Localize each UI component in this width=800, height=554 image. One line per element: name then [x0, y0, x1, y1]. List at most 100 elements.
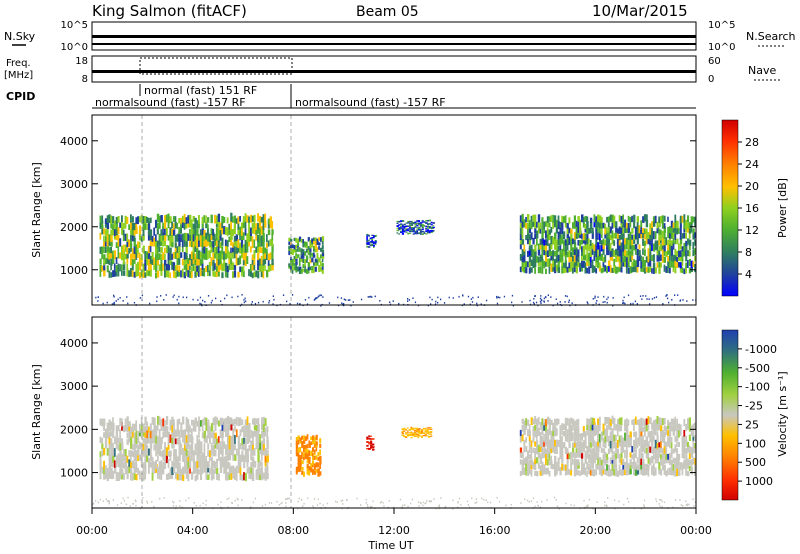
echo-cell-4	[528, 424, 531, 432]
echo-cell-4	[658, 245, 661, 251]
echo-cell-0	[99, 473, 102, 480]
echo-cell-4	[602, 437, 605, 443]
echo-cell-4	[557, 237, 561, 246]
echo-cell-0	[115, 459, 118, 468]
echo-cell-0	[110, 215, 113, 224]
echo-cell-4	[545, 248, 547, 256]
echo-cell-0	[106, 238, 110, 247]
echo-cell-0	[171, 466, 174, 475]
echo-cell-4	[566, 435, 569, 443]
ground-scatter-cell	[564, 295, 567, 297]
echo-cell-0	[133, 443, 136, 450]
echo-cell-0	[131, 423, 134, 433]
ground-scatter-cell	[460, 503, 462, 506]
ground-scatter-cell	[322, 296, 324, 298]
echo-cell-0	[228, 467, 231, 475]
ground-scatter-cell	[286, 497, 288, 500]
echo-cell-0	[119, 252, 121, 259]
echo-cell-0	[255, 442, 258, 450]
echo-cell-3	[425, 220, 428, 222]
echo-cell-0	[185, 256, 188, 264]
echo-cell-4	[550, 226, 553, 233]
echo-cell-4	[624, 261, 627, 267]
echo-cell-1	[303, 435, 306, 441]
echo-cell-4	[528, 454, 531, 460]
echo-cell-0	[169, 272, 172, 279]
echo-cell-4	[519, 254, 522, 261]
echo-cell-2	[373, 237, 375, 239]
echo-cell-0	[207, 431, 210, 439]
echo-cell-4	[602, 256, 605, 263]
echo-cell-0	[257, 263, 260, 270]
echo-cell-0	[190, 251, 194, 259]
echo-cell-0	[239, 466, 242, 475]
echo-cell-3	[405, 231, 408, 233]
echo-cell-0	[148, 426, 150, 433]
echo-cell-4	[528, 220, 531, 229]
ground-scatter-cell	[346, 499, 348, 501]
ground-scatter-cell	[316, 504, 319, 506]
echo-cell-4	[649, 258, 652, 267]
echo-cell-0	[205, 423, 208, 431]
echo-cell-0	[171, 440, 174, 449]
echo-cell-0	[110, 247, 112, 254]
echo-cell-4	[582, 245, 586, 252]
echo-cell-1	[295, 267, 298, 273]
echo-cell-0	[121, 471, 124, 480]
echo-cell-4	[665, 441, 668, 448]
echo-cell-0	[155, 252, 158, 261]
echo-cell-0	[149, 245, 152, 253]
ground-scatter-cell	[392, 300, 394, 302]
ground-scatter-cell	[372, 500, 374, 503]
echo-cell-0	[122, 229, 125, 236]
echo-cell-0	[257, 431, 260, 439]
echo-cell-0	[153, 257, 155, 265]
echo-cell-4	[577, 441, 580, 447]
echo-cell-0	[187, 441, 190, 450]
echo-cell-0	[138, 257, 142, 265]
echo-cell-1	[304, 444, 307, 450]
echo-cell-4	[530, 248, 533, 257]
echo-cell-4	[652, 220, 656, 227]
echo-cell-3	[421, 221, 424, 223]
echo-cell-4	[597, 214, 600, 222]
echo-cell-3	[398, 233, 400, 235]
echo-cell-3	[400, 230, 402, 233]
echo-cell-1	[321, 252, 325, 257]
echo-cell-0	[117, 263, 120, 271]
ground-scatter-cell	[623, 503, 625, 506]
echo-cell-4	[593, 422, 596, 431]
ground-scatter-cell	[200, 303, 202, 306]
echo-cell-1	[317, 452, 320, 457]
ground-scatter-cell	[392, 506, 395, 509]
echo-cell-4	[654, 467, 657, 476]
ground-scatter-cell	[407, 300, 409, 302]
echo-cell-3	[403, 430, 406, 432]
echo-cell-1	[316, 259, 319, 263]
echo-cell-4	[573, 437, 576, 444]
echo-cell-4	[604, 254, 607, 263]
ground-scatter-cell	[555, 298, 557, 300]
echo-cell-4	[519, 237, 522, 245]
echo-cell-4	[649, 446, 652, 453]
echo-cell-4	[568, 423, 571, 430]
echo-cell-4	[548, 266, 551, 274]
ground-scatter-cell	[149, 302, 151, 305]
ground-scatter-cell	[597, 296, 599, 298]
echo-cell-0	[250, 448, 253, 457]
echo-cell-1	[303, 455, 305, 461]
echo-cell-4	[692, 435, 695, 441]
ground-scatter-cell	[182, 296, 184, 299]
echo-cell-0	[135, 252, 138, 260]
echo-cell-0	[185, 440, 188, 449]
echo-cell-0	[124, 418, 127, 426]
echo-cell-4	[557, 231, 560, 240]
echo-cell-4	[667, 256, 670, 262]
echo-cell-0	[259, 460, 262, 467]
echo-cell-0	[169, 467, 172, 474]
echo-cell-0	[137, 447, 140, 456]
echo-cell-0	[190, 219, 193, 229]
echo-cell-0	[225, 449, 227, 456]
echo-cell-4	[523, 439, 526, 447]
echo-cell-4	[658, 228, 661, 235]
